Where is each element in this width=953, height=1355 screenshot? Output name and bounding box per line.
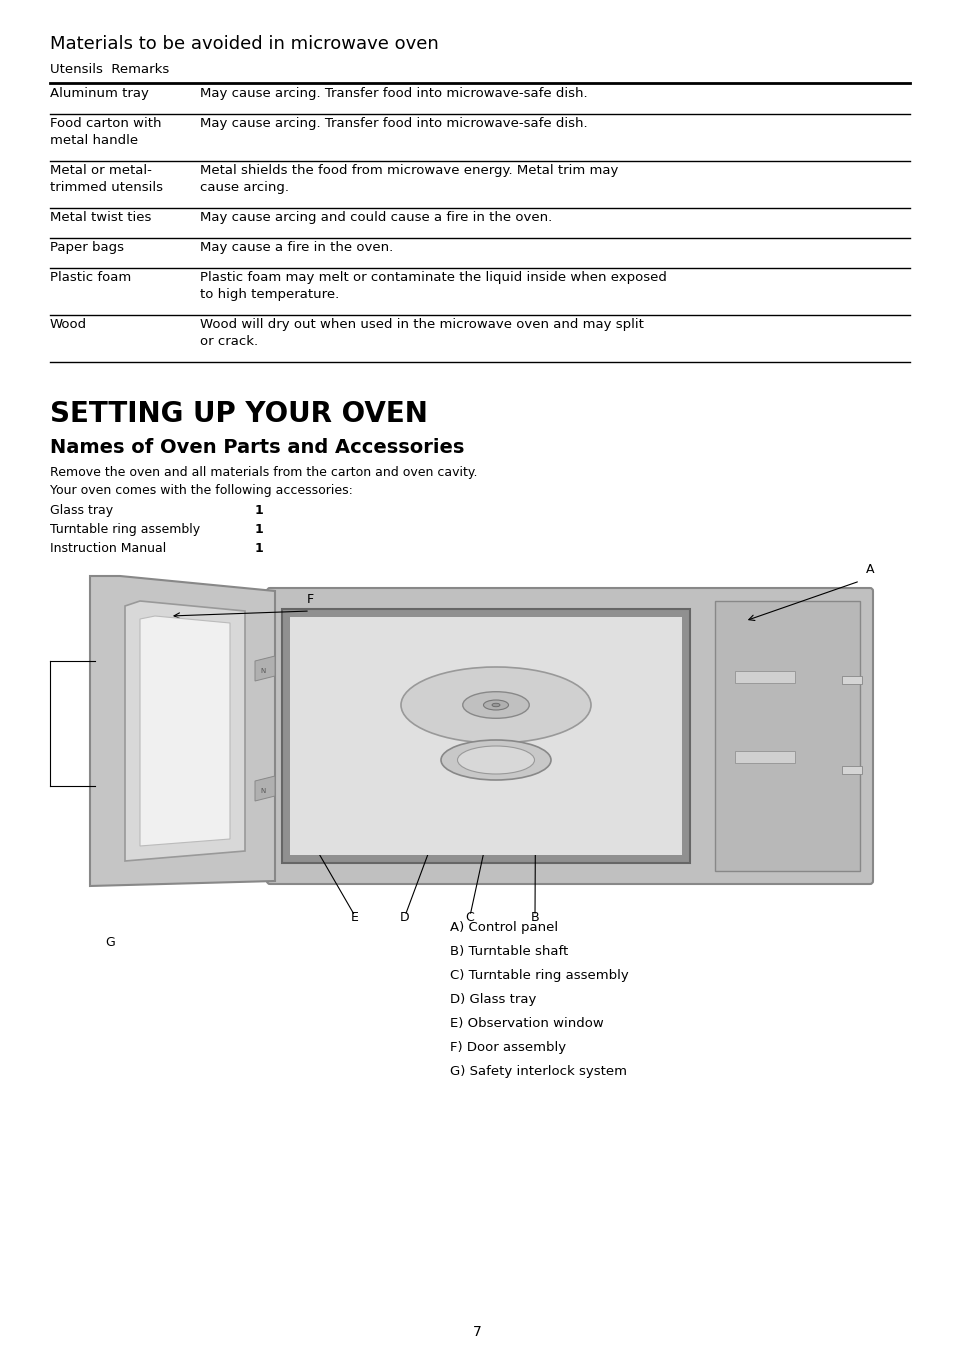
- Bar: [841, 676, 862, 684]
- Text: cause arcing.: cause arcing.: [200, 182, 289, 194]
- Bar: [290, 617, 681, 855]
- Polygon shape: [254, 656, 274, 682]
- Text: F) Door assembly: F) Door assembly: [450, 1041, 565, 1054]
- Text: F: F: [306, 593, 314, 606]
- Text: Metal twist ties: Metal twist ties: [50, 211, 152, 224]
- Text: B: B: [530, 911, 538, 924]
- Text: Aluminum tray: Aluminum tray: [50, 87, 149, 100]
- Text: 1: 1: [254, 542, 263, 556]
- Text: C: C: [465, 911, 474, 924]
- Text: Plastic foam: Plastic foam: [50, 271, 132, 285]
- Text: Plastic foam may melt or contaminate the liquid inside when exposed: Plastic foam may melt or contaminate the…: [200, 271, 666, 285]
- Text: A) Control panel: A) Control panel: [450, 921, 558, 934]
- Text: May cause a fire in the oven.: May cause a fire in the oven.: [200, 241, 393, 253]
- Text: Metal shields the food from microwave energy. Metal trim may: Metal shields the food from microwave en…: [200, 164, 618, 178]
- Bar: [734, 671, 794, 683]
- Text: 7: 7: [472, 1325, 481, 1339]
- Ellipse shape: [440, 740, 551, 780]
- Bar: [734, 751, 794, 763]
- Text: metal handle: metal handle: [50, 134, 138, 146]
- Text: Names of Oven Parts and Accessories: Names of Oven Parts and Accessories: [50, 438, 464, 457]
- Text: or crack.: or crack.: [200, 335, 258, 348]
- Ellipse shape: [400, 667, 590, 743]
- Text: Instruction Manual: Instruction Manual: [50, 542, 166, 556]
- Text: D) Glass tray: D) Glass tray: [450, 993, 536, 1005]
- Text: E: E: [351, 911, 358, 924]
- Text: N: N: [260, 789, 265, 794]
- Text: May cause arcing. Transfer food into microwave-safe dish.: May cause arcing. Transfer food into mic…: [200, 87, 587, 100]
- Text: Wood will dry out when used in the microwave oven and may split: Wood will dry out when used in the micro…: [200, 318, 643, 331]
- Text: to high temperature.: to high temperature.: [200, 289, 339, 301]
- Text: E) Observation window: E) Observation window: [450, 1018, 603, 1030]
- Bar: [282, 608, 689, 863]
- Text: 1: 1: [254, 523, 263, 537]
- Text: Utensils  Remarks: Utensils Remarks: [50, 62, 169, 76]
- Text: SETTING UP YOUR OVEN: SETTING UP YOUR OVEN: [50, 400, 428, 428]
- Text: Wood: Wood: [50, 318, 87, 331]
- Bar: [714, 602, 859, 871]
- Text: Paper bags: Paper bags: [50, 241, 124, 253]
- Text: trimmed utensils: trimmed utensils: [50, 182, 163, 194]
- Text: Materials to be avoided in microwave oven: Materials to be avoided in microwave ove…: [50, 35, 438, 53]
- Text: Metal or metal-: Metal or metal-: [50, 164, 152, 178]
- Polygon shape: [254, 776, 274, 801]
- Ellipse shape: [457, 747, 534, 774]
- Text: G) Safety interlock system: G) Safety interlock system: [450, 1065, 626, 1079]
- Ellipse shape: [483, 701, 508, 710]
- Text: N: N: [260, 668, 265, 673]
- Text: May cause arcing and could cause a fire in the oven.: May cause arcing and could cause a fire …: [200, 211, 552, 224]
- Text: 1: 1: [254, 504, 263, 518]
- FancyBboxPatch shape: [267, 588, 872, 883]
- Polygon shape: [90, 576, 274, 886]
- Bar: [841, 766, 862, 774]
- Text: C) Turntable ring assembly: C) Turntable ring assembly: [450, 969, 628, 982]
- Text: Remove the oven and all materials from the carton and oven cavity.: Remove the oven and all materials from t…: [50, 466, 477, 480]
- Ellipse shape: [462, 691, 529, 718]
- Text: A: A: [864, 562, 873, 576]
- Ellipse shape: [492, 703, 499, 707]
- Text: D: D: [399, 911, 410, 924]
- Text: Turntable ring assembly: Turntable ring assembly: [50, 523, 200, 537]
- Polygon shape: [125, 602, 245, 860]
- Polygon shape: [140, 617, 230, 846]
- Text: Glass tray: Glass tray: [50, 504, 113, 518]
- Text: May cause arcing. Transfer food into microwave-safe dish.: May cause arcing. Transfer food into mic…: [200, 117, 587, 130]
- Text: G: G: [105, 936, 114, 948]
- Text: B) Turntable shaft: B) Turntable shaft: [450, 944, 568, 958]
- Text: Food carton with: Food carton with: [50, 117, 161, 130]
- Text: Your oven comes with the following accessories:: Your oven comes with the following acces…: [50, 484, 353, 497]
